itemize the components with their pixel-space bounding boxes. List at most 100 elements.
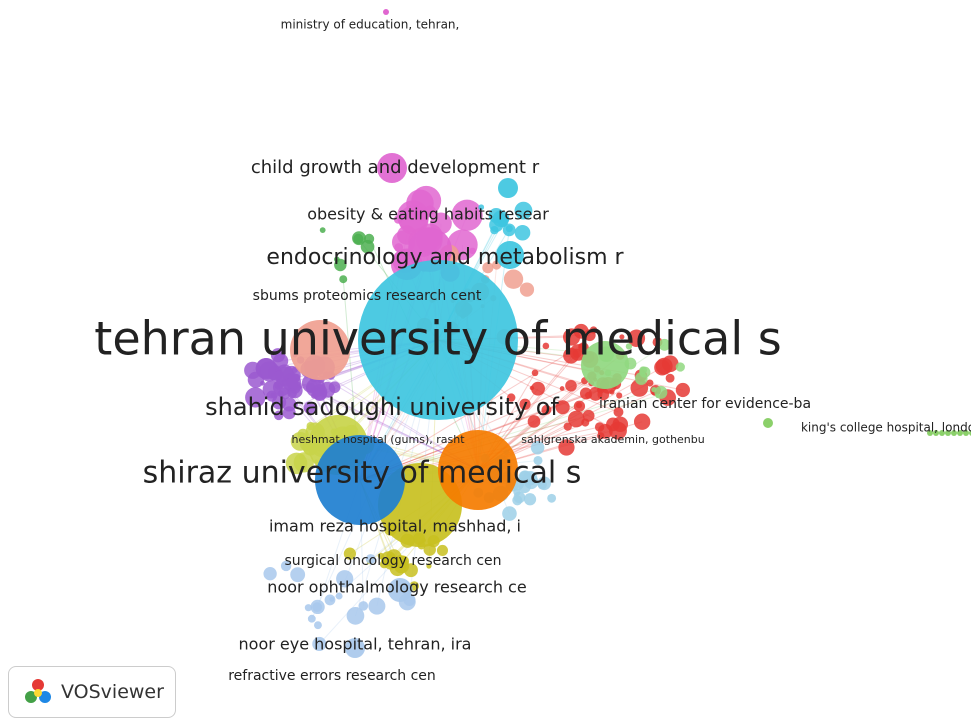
node bbox=[945, 430, 951, 436]
node bbox=[654, 359, 671, 376]
node-label: obesity & eating habits resear bbox=[307, 205, 549, 224]
node bbox=[339, 275, 348, 284]
node bbox=[507, 393, 516, 402]
node bbox=[478, 204, 485, 211]
node bbox=[358, 260, 518, 420]
node bbox=[368, 597, 386, 615]
node bbox=[514, 224, 531, 241]
node-label: refractive errors research cen bbox=[228, 668, 436, 684]
node bbox=[559, 386, 565, 391]
node bbox=[573, 400, 586, 412]
node bbox=[505, 225, 513, 233]
node bbox=[579, 387, 592, 400]
node bbox=[502, 215, 510, 223]
vosviewer-logo: VOSviewer bbox=[8, 666, 176, 718]
node bbox=[563, 422, 572, 431]
node bbox=[613, 407, 624, 418]
node-label: tehran university of medical s bbox=[94, 312, 781, 366]
node bbox=[578, 343, 583, 349]
node bbox=[963, 430, 969, 436]
node bbox=[306, 421, 315, 431]
node-label: sbums proteomics research cent bbox=[253, 288, 482, 304]
node bbox=[365, 554, 376, 564]
node bbox=[489, 217, 504, 233]
node bbox=[933, 430, 939, 436]
node bbox=[531, 369, 539, 377]
node-label: imam reza hospital, mashhad, i bbox=[269, 517, 521, 536]
node bbox=[533, 455, 543, 466]
node bbox=[619, 334, 625, 340]
node bbox=[939, 430, 945, 436]
node bbox=[625, 343, 633, 350]
node bbox=[260, 380, 265, 386]
node bbox=[675, 382, 690, 398]
node bbox=[609, 389, 615, 395]
node bbox=[438, 430, 518, 510]
node bbox=[589, 326, 598, 334]
node bbox=[542, 342, 550, 350]
node bbox=[343, 547, 356, 560]
node bbox=[530, 440, 545, 455]
node bbox=[496, 241, 524, 269]
node bbox=[346, 606, 365, 625]
node bbox=[383, 9, 389, 15]
node bbox=[312, 636, 327, 652]
node bbox=[951, 430, 957, 436]
node bbox=[312, 602, 323, 613]
node-label: noor ophthalmology research ce bbox=[267, 578, 526, 597]
node bbox=[658, 338, 671, 351]
node bbox=[558, 439, 575, 456]
node bbox=[547, 493, 557, 503]
node bbox=[665, 373, 675, 383]
node bbox=[255, 358, 277, 379]
node bbox=[763, 418, 773, 428]
node bbox=[555, 400, 570, 415]
node bbox=[514, 201, 533, 220]
node bbox=[573, 323, 589, 339]
node bbox=[426, 563, 432, 569]
node bbox=[639, 366, 651, 378]
node bbox=[297, 428, 309, 441]
node bbox=[319, 227, 326, 234]
node bbox=[388, 578, 412, 602]
node-label: surgical oncology research cen bbox=[284, 553, 501, 569]
node bbox=[273, 410, 284, 421]
node bbox=[398, 205, 429, 235]
node-label: shiraz university of medical s bbox=[143, 456, 582, 491]
node bbox=[482, 262, 494, 274]
node bbox=[245, 387, 266, 408]
node bbox=[311, 392, 317, 399]
node bbox=[529, 385, 535, 391]
node bbox=[531, 381, 545, 396]
node bbox=[336, 570, 354, 588]
node bbox=[597, 387, 603, 393]
node bbox=[451, 199, 483, 231]
node-label: shahid sadoughi university of bbox=[205, 393, 559, 421]
node bbox=[278, 387, 291, 400]
node bbox=[957, 430, 963, 436]
node bbox=[273, 353, 289, 369]
node bbox=[498, 178, 518, 198]
node-label: noor eye hospital, tehran, ira bbox=[239, 635, 472, 654]
node bbox=[290, 320, 350, 380]
node-label: endocrinology and metabolism r bbox=[266, 245, 624, 270]
node bbox=[646, 379, 654, 387]
node-label: ministry of education, tehran, bbox=[281, 18, 460, 32]
node bbox=[345, 638, 365, 658]
node bbox=[581, 341, 629, 389]
node bbox=[616, 392, 623, 399]
node bbox=[299, 454, 305, 460]
node bbox=[314, 621, 322, 630]
node bbox=[567, 410, 585, 428]
node bbox=[469, 247, 476, 255]
logo-text: VOSviewer bbox=[61, 681, 164, 703]
node bbox=[334, 258, 347, 272]
node bbox=[377, 153, 407, 183]
node-label: iranian center for evidence-ba bbox=[599, 396, 811, 412]
node bbox=[927, 430, 933, 436]
node bbox=[324, 594, 336, 606]
node bbox=[263, 567, 277, 581]
node bbox=[675, 362, 685, 372]
node bbox=[537, 480, 547, 490]
